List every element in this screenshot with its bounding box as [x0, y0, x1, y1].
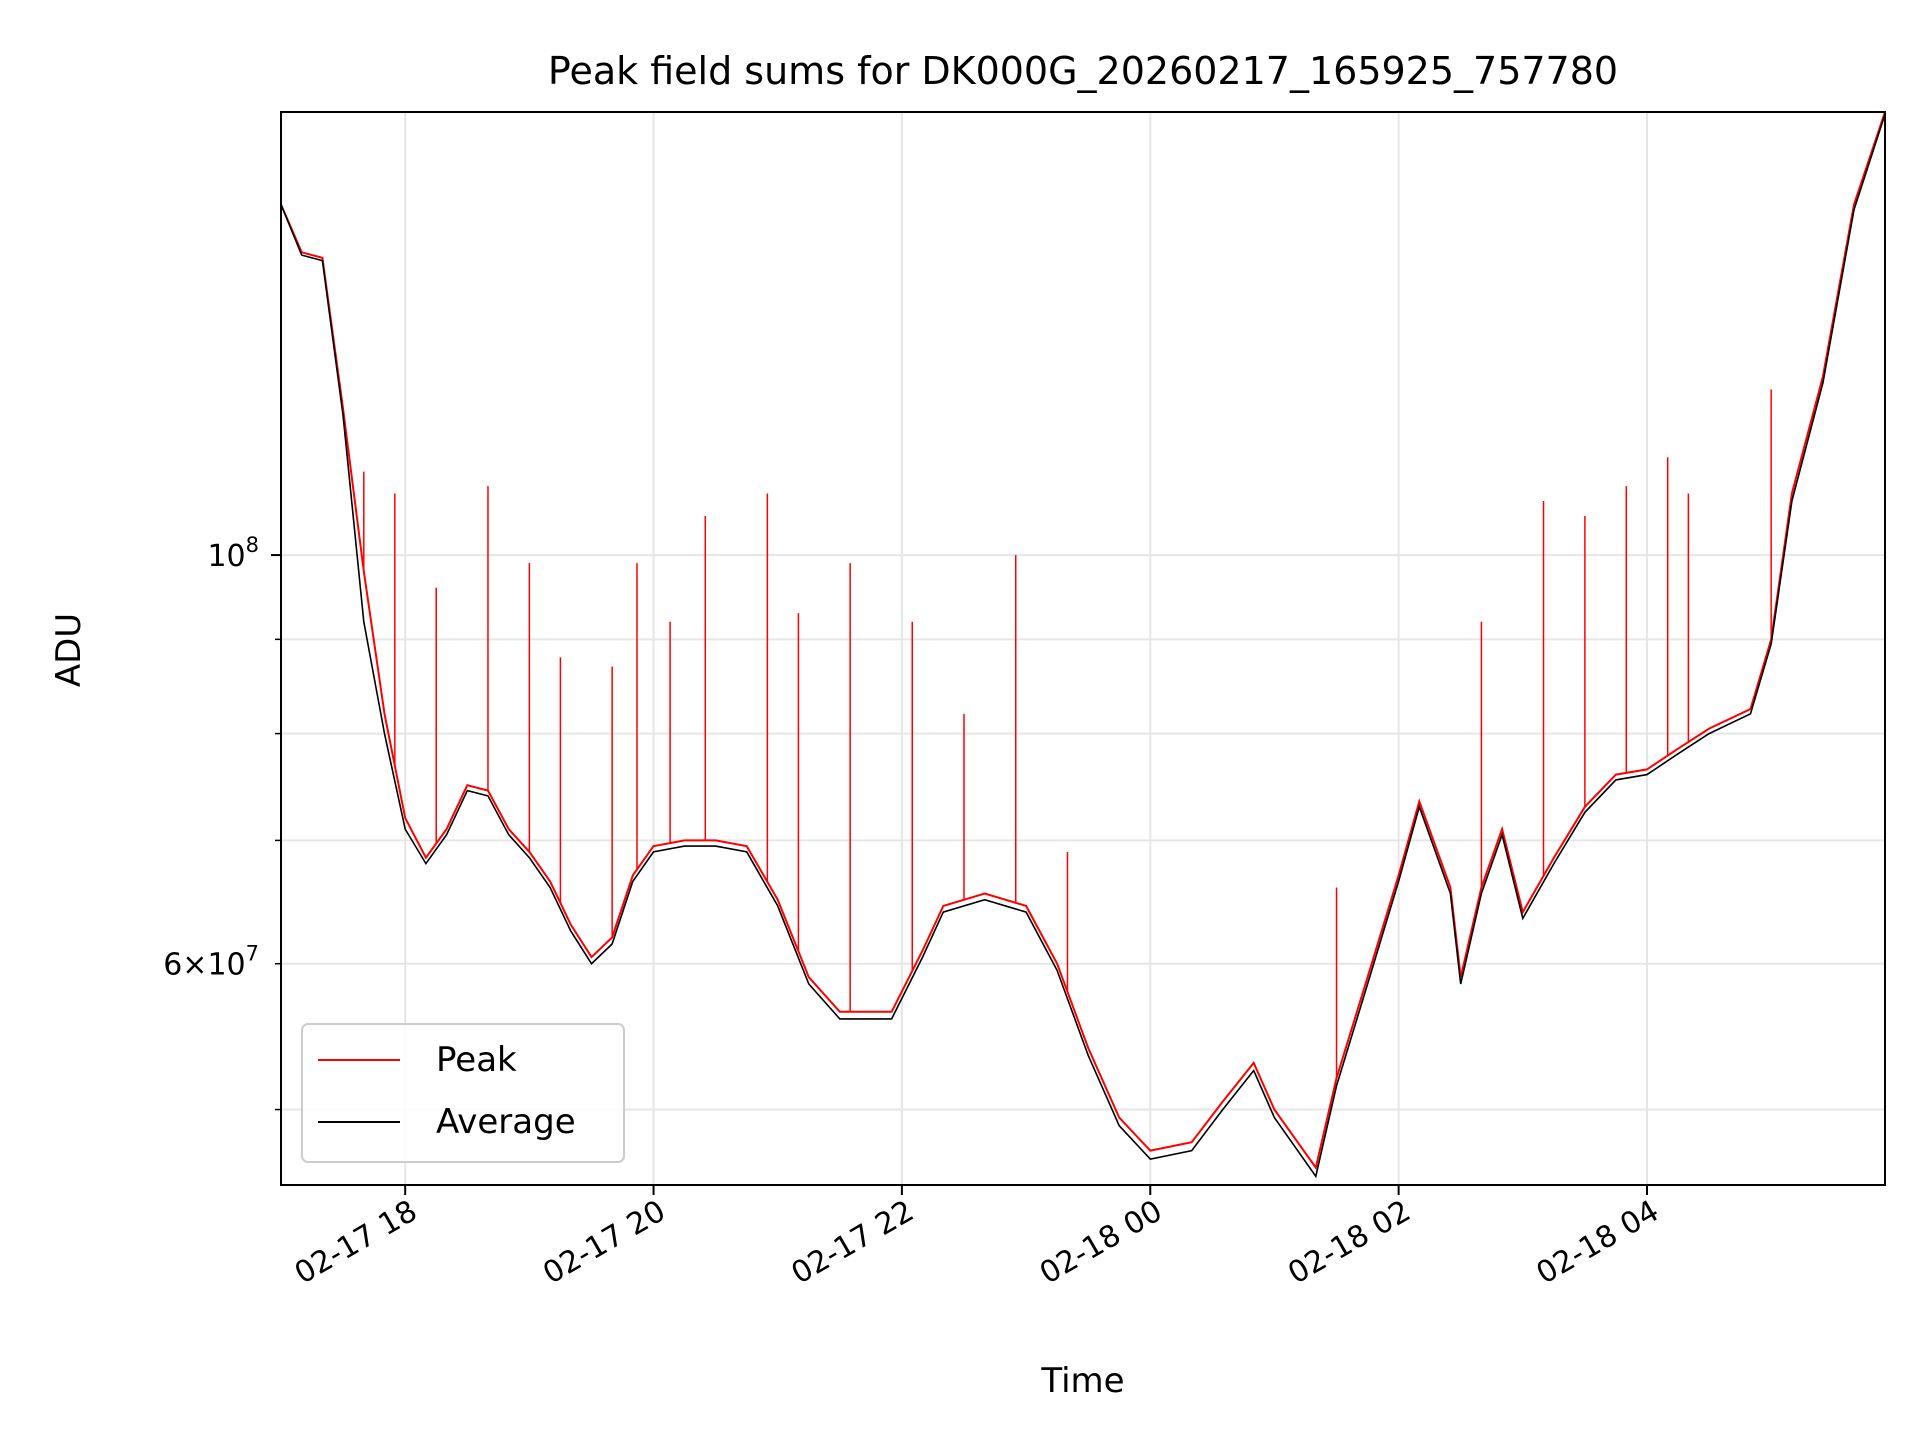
- series-line-average: [281, 114, 1885, 1179]
- series-line-peak: [281, 112, 1885, 1170]
- plot-frame: [280, 111, 1886, 1186]
- legend-box: [301, 1023, 625, 1163]
- grid: [281, 112, 1885, 1185]
- y-axis-label: ADU: [49, 613, 89, 687]
- legend-label-average: Average: [436, 1102, 576, 1142]
- legend: Peak Average: [301, 1023, 625, 1163]
- chart-title: Peak field sums for DK000G_20260217_1659…: [548, 49, 1618, 93]
- y-tick-exponent: 7: [246, 942, 259, 966]
- x-axis-label: Time: [1040, 1361, 1124, 1401]
- y-tick-exponent: 8: [246, 533, 259, 557]
- y-tick-label: 6×107: [163, 942, 259, 983]
- plot-series: [281, 112, 1885, 1179]
- legend-label-peak: Peak: [436, 1040, 517, 1080]
